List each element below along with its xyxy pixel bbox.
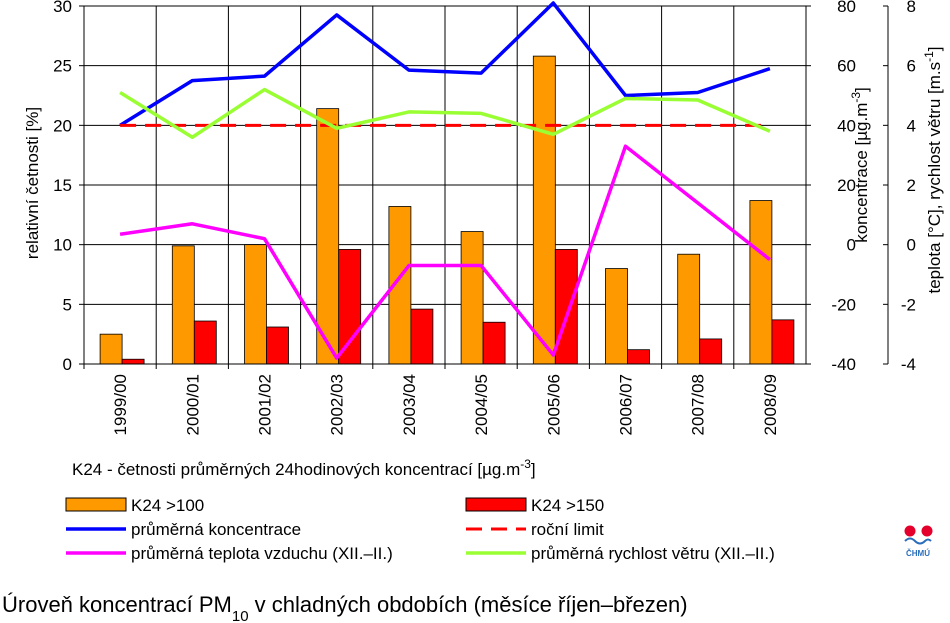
x-tick-label: 2001/02 — [256, 374, 275, 435]
bar-k24-100 — [171, 245, 195, 365]
left-tick-label: 15 — [53, 176, 72, 195]
logo-text: ČHMÚ — [906, 549, 930, 558]
x-tick-label: 2002/03 — [328, 374, 347, 435]
legend-label-k24-100: K24 >100 — [131, 496, 204, 515]
bar-k24-100 — [677, 253, 701, 365]
legend-swatch-k24-100 — [65, 497, 127, 512]
legend-item-koncentrace: průměrná koncentrace — [66, 520, 301, 539]
x-tick-label: 2004/05 — [472, 374, 491, 435]
right2-tick-label: 2 — [907, 176, 916, 195]
bar-k24-100 — [460, 231, 484, 365]
x-tick-label: 2006/07 — [617, 374, 636, 435]
legend-swatch-k24-150 — [465, 497, 527, 512]
chart-note: K24 - četnosti průměrných 24hodinových k… — [72, 457, 536, 479]
bar-k24-100 — [532, 55, 556, 365]
legend-label-koncentrace: průměrná koncentrace — [131, 520, 301, 539]
right1-tick-label: -20 — [831, 295, 856, 314]
legend-item-limit: roční limit — [466, 520, 604, 539]
bar-k24-150 — [121, 358, 145, 365]
right1-tick-label: -40 — [831, 355, 856, 374]
bar-k24-150 — [266, 326, 289, 365]
bar-k24-150 — [193, 320, 217, 365]
left-axis-title: relativní četnosti [%] — [23, 107, 42, 259]
left-tick-label: 30 — [53, 0, 72, 16]
chmu-logo: ČHMÚ — [904, 525, 933, 558]
right1-tick-label: 80 — [837, 0, 856, 16]
left-tick-label: 20 — [53, 116, 72, 135]
left-tick-label: 0 — [63, 355, 72, 374]
x-tick-label: 2003/04 — [400, 374, 419, 435]
series-line — [119, 1, 771, 127]
legend-label-limit: roční limit — [531, 520, 604, 539]
legend-item-k24-100: K24 >100 — [65, 496, 204, 515]
legend-label-k24-150: K24 >150 — [531, 496, 604, 515]
right2-tick-label: 6 — [907, 57, 916, 76]
bar-k24-100 — [605, 268, 628, 365]
series-line — [119, 144, 771, 360]
logo-wave-icon — [904, 537, 932, 545]
legend-item-vitr: průměrná rychlost větru (XII.–II.) — [466, 544, 775, 563]
right1-tick-label: 0 — [847, 236, 856, 255]
bar-k24-100 — [99, 333, 123, 365]
series-line — [119, 87, 771, 140]
axes — [79, 5, 889, 369]
x-tick-label: 1999/00 — [111, 374, 130, 435]
bar-k24-100 — [244, 244, 267, 365]
bar-k24-150 — [771, 319, 795, 365]
figure-caption: Úroveň koncentrací PM10 v chladných obdo… — [2, 592, 688, 623]
logo-circle-right — [921, 525, 933, 537]
bar-k24-150 — [554, 249, 578, 365]
right1-tick-label: 40 — [837, 116, 856, 135]
right-axis-1-title: koncentrace [µg.m-3] — [849, 87, 871, 243]
legend-item-teplota: průměrná teplota vzduchu (XII.–II.) — [66, 544, 393, 563]
bar-k24-150 — [338, 249, 362, 365]
left-tick-label: 10 — [53, 236, 72, 255]
logo-circle-left — [904, 525, 916, 537]
right2-tick-label: -2 — [901, 295, 916, 314]
right2-tick-label: 8 — [907, 0, 916, 16]
right2-tick-label: -4 — [901, 355, 916, 374]
x-tick-label: 2005/06 — [544, 374, 563, 435]
bar-k24-150 — [627, 349, 650, 365]
legend: K24 >100 K24 >150 průměrná koncentrace r… — [65, 496, 775, 563]
bar-k24-150 — [699, 338, 723, 365]
x-tick-label: 2000/01 — [183, 374, 202, 435]
series-lines — [119, 1, 771, 360]
right1-tick-label: 20 — [837, 176, 856, 195]
x-tick-label: 2008/09 — [761, 374, 780, 435]
bar-k24-100 — [316, 108, 340, 365]
right2-tick-label: 0 — [907, 236, 916, 255]
bar-k24-100 — [749, 200, 773, 365]
bar-k24-150 — [482, 321, 506, 365]
tick-labels: 051015202530-40-20020406080-4-2024681999… — [53, 0, 916, 435]
right1-tick-label: 60 — [837, 57, 856, 76]
right-axis-2-title: teplota [°C], rychlost větru [m.s-1] — [922, 46, 944, 293]
legend-label-teplota: průměrná teplota vzduchu (XII.–II.) — [131, 544, 393, 563]
bars — [99, 55, 795, 365]
x-tick-label: 2007/08 — [689, 374, 708, 435]
left-tick-label: 25 — [53, 57, 72, 76]
bar-k24-150 — [410, 308, 434, 365]
left-tick-label: 5 — [63, 295, 72, 314]
legend-item-k24-150: K24 >150 — [465, 496, 604, 515]
right2-tick-label: 4 — [907, 116, 916, 135]
legend-label-vitr: průměrná rychlost větru (XII.–II.) — [531, 544, 775, 563]
